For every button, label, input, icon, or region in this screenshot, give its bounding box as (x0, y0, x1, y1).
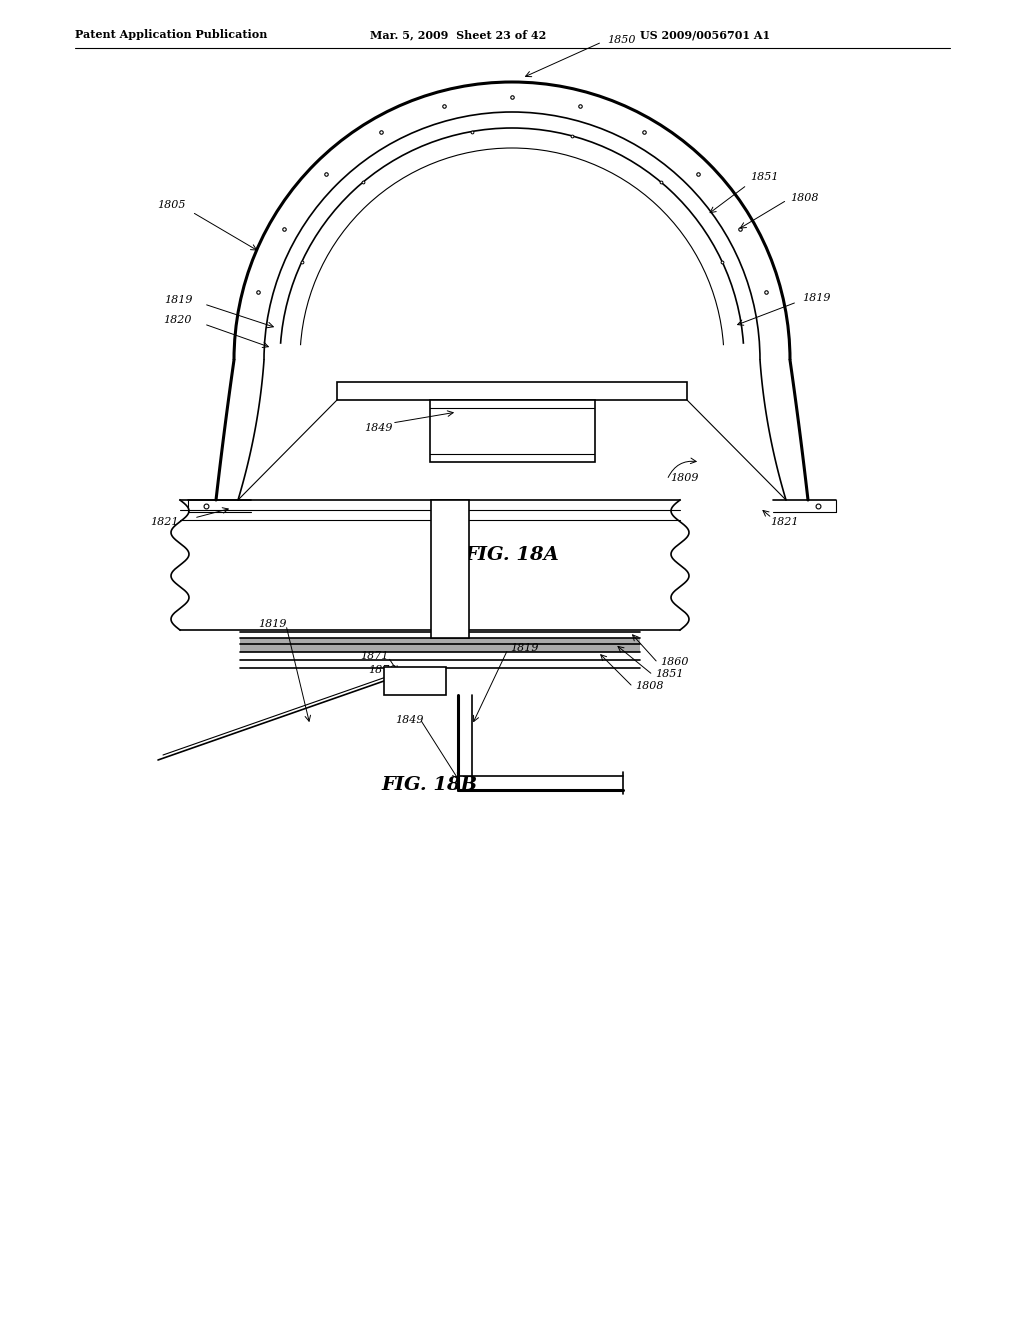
Text: 1805: 1805 (157, 201, 185, 210)
Text: 1819: 1819 (802, 293, 830, 304)
Bar (430, 400, 595, 462)
Text: FIG. 18A: FIG. 18A (465, 546, 559, 564)
Text: 1851: 1851 (655, 669, 683, 678)
Text: 1851: 1851 (750, 172, 778, 182)
Bar (384, 667, 446, 696)
Text: 1808: 1808 (790, 193, 818, 203)
Bar (337, 381, 687, 389)
Text: 1808: 1808 (635, 681, 664, 690)
Bar (337, 381, 687, 400)
Text: 1820: 1820 (163, 315, 191, 325)
Text: Mar. 5, 2009  Sheet 23 of 42: Mar. 5, 2009 Sheet 23 of 42 (370, 29, 546, 41)
Text: Patent Application Publication: Patent Application Publication (75, 29, 267, 41)
Text: 1870: 1870 (368, 665, 396, 675)
Text: 1871: 1871 (360, 651, 388, 661)
Text: 1860: 1860 (660, 657, 688, 667)
Text: 1821: 1821 (770, 517, 799, 527)
Text: 1819: 1819 (164, 294, 193, 305)
Text: 1819: 1819 (258, 619, 287, 630)
Text: 1849: 1849 (395, 715, 424, 725)
Bar (240, 638, 640, 652)
Text: 1819: 1819 (510, 643, 539, 653)
Text: 1849: 1849 (364, 422, 392, 433)
Text: FIG. 18B: FIG. 18B (382, 776, 478, 795)
Text: 1809: 1809 (670, 473, 698, 483)
Text: 1821: 1821 (150, 517, 178, 527)
Text: 1850: 1850 (607, 36, 636, 45)
Bar (431, 500, 469, 638)
Text: US 2009/0056701 A1: US 2009/0056701 A1 (640, 29, 770, 41)
